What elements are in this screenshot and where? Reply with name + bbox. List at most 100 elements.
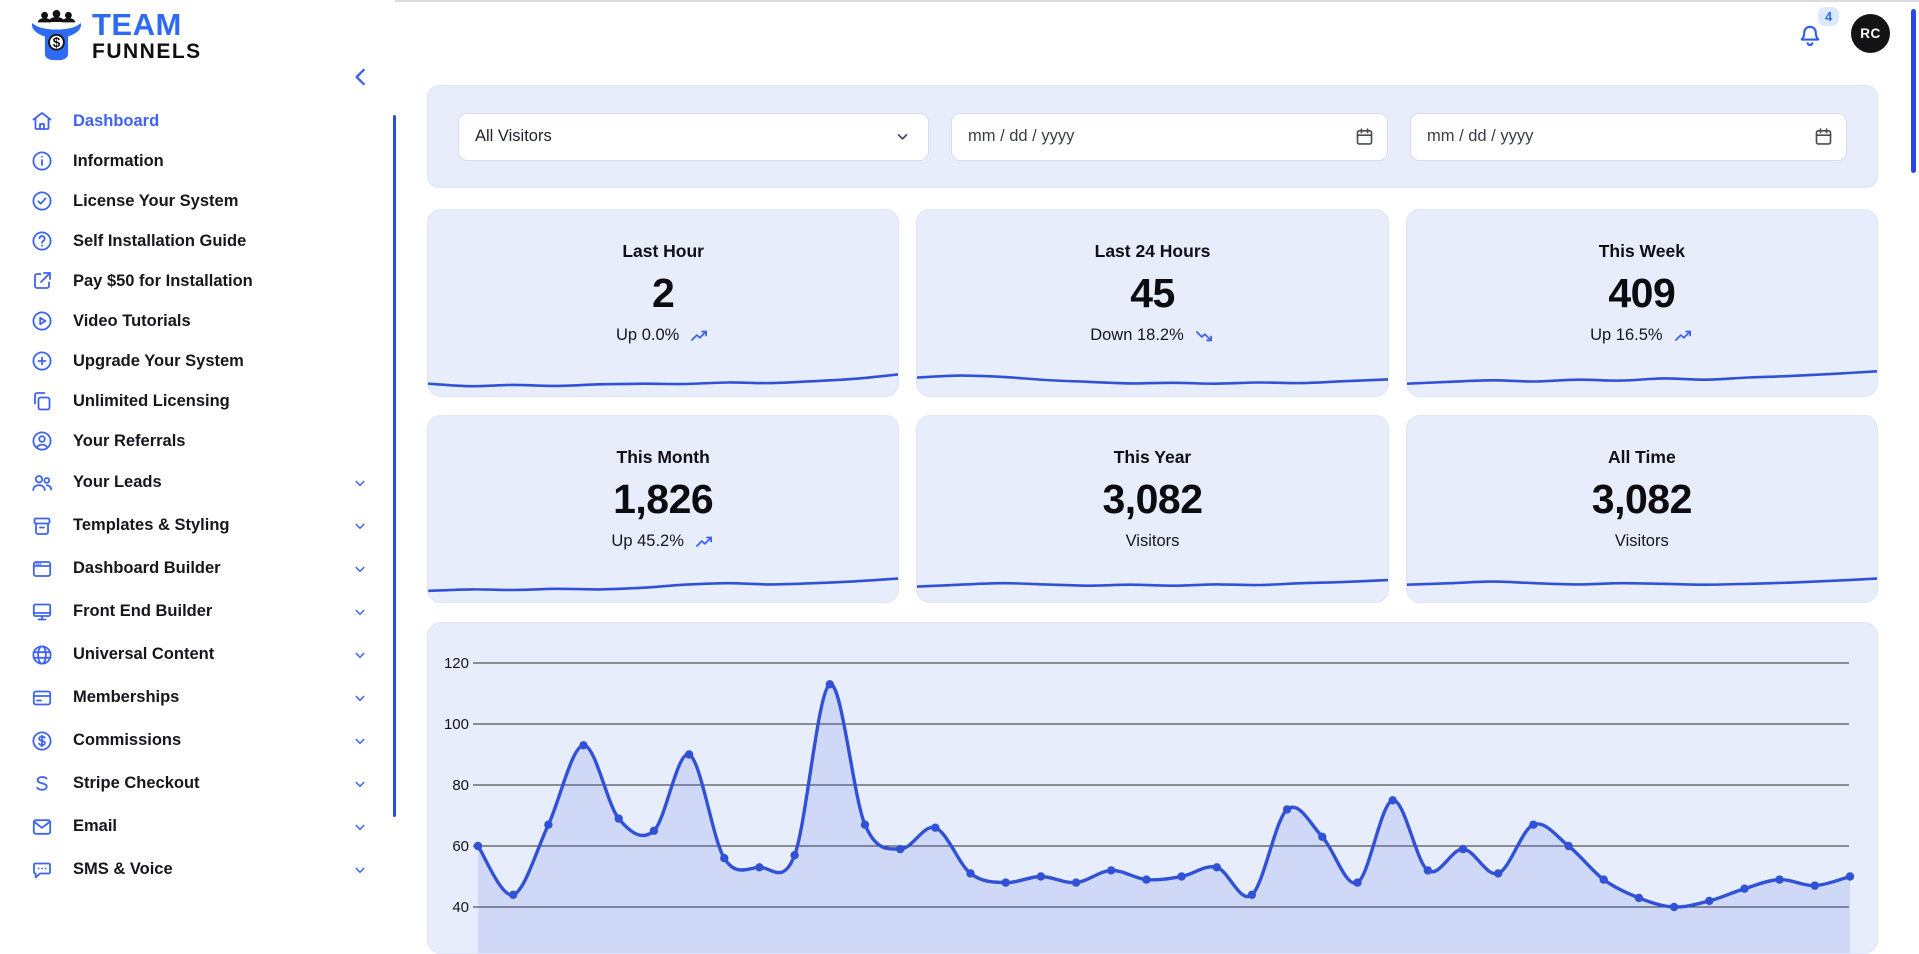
sidebar-item-label: Unlimited Licensing <box>73 391 230 410</box>
bell-icon <box>1800 25 1820 46</box>
sidebar-item-label: Universal Content <box>73 645 215 663</box>
stat-card-last-hour: Last Hour 2 Up 0.0% <box>427 209 900 397</box>
sidebar-item-email[interactable]: Email <box>30 805 395 848</box>
stats-grid: Last Hour 2 Up 0.0% Last 24 Hours 45 Down 18.… <box>427 209 1878 603</box>
sidebar-item-label: Dashboard Builder <box>73 559 221 577</box>
sparkline-chart <box>428 373 899 388</box>
sidebar-item-sms-voice[interactable]: SMS & Voice <box>30 848 395 891</box>
sidebar-item-memberships[interactable]: Memberships <box>30 676 395 719</box>
sidebar-item-pay-50-for-installation[interactable]: Pay $50 for Installation <box>30 261 395 301</box>
teamfunnels-logo[interactable]: $ TEAM FUNNELS <box>28 8 202 62</box>
svg-text:$: $ <box>53 35 61 50</box>
sidebar-item-label: Templates & Styling <box>73 516 230 534</box>
sidebar-item-label: Pay $50 for Installation <box>73 271 253 290</box>
stat-card-trend: Up 45.2% <box>611 532 714 551</box>
visitors-line-chart: 120 100 80 60 40 <box>444 655 1855 953</box>
sidebar-item-video-tutorials[interactable]: Video Tutorials <box>30 301 395 341</box>
sidebar-item-upgrade-your-system[interactable]: Upgrade Your System <box>30 341 395 381</box>
visitors-chart-card: 120 100 80 60 40 <box>427 622 1878 954</box>
chevron-down-icon <box>355 781 365 787</box>
sidebar-item-front-end-builder[interactable]: Front End Builder <box>30 590 395 633</box>
sidebar-item-self-installation-guide[interactable]: Self Installation Guide <box>30 221 395 261</box>
sidebar-item-label: Information <box>73 151 164 170</box>
chevron-down-icon <box>897 134 908 140</box>
sidebar-item-universal-content[interactable]: Universal Content <box>30 633 395 676</box>
main-content: All Visitors Last Hour 2 Up 0.0% Last 24 Ho… <box>427 85 1878 954</box>
home-icon <box>32 112 52 130</box>
external-link-icon <box>34 272 51 289</box>
y-axis-label: 40 <box>452 899 469 916</box>
sparkline-chart <box>1406 370 1877 385</box>
brand-funnels: FUNNELS <box>92 39 202 63</box>
chevron-down-icon <box>355 652 365 658</box>
stat-card-title: This Week <box>1598 241 1685 261</box>
sidebar-item-label: Your Referrals <box>73 431 186 450</box>
avatar[interactable]: RC <box>1851 14 1890 53</box>
sidebar-item-label: Video Tutorials <box>73 311 191 330</box>
sidebar-item-unlimited-licensing[interactable]: Unlimited Licensing <box>30 381 395 421</box>
stat-card-last-24-hours: Last 24 Hours 45 Down 18.2% <box>916 209 1389 397</box>
y-axis-label: 80 <box>452 777 469 794</box>
visitor-filter-select[interactable]: All Visitors <box>458 112 929 161</box>
sidebar-item-templates-styling[interactable]: Templates & Styling <box>30 504 395 547</box>
dollar-circle-icon <box>32 730 52 751</box>
funnel-logo-icon: $ <box>31 10 82 61</box>
sidebar: $ TEAM FUNNELS Dashboard Information Licen… <box>0 0 396 899</box>
sidebar-item-label: Front End Builder <box>73 602 213 620</box>
sidebar-item-your-referrals[interactable]: Your Referrals <box>30 421 395 461</box>
sidebar-item-license-your-system[interactable]: License Your System <box>30 181 395 221</box>
stat-card-trend: Up 16.5% <box>1590 326 1693 345</box>
sidebar-item-label: SMS & Voice <box>73 860 173 878</box>
sidebar-item-label: Email <box>73 817 118 835</box>
sidebar-item-label: Self Installation Guide <box>73 231 247 250</box>
users-icon <box>32 474 53 491</box>
page-scrollbar-thumb[interactable] <box>1911 9 1916 173</box>
stat-trend-label: Up 45.2% <box>611 532 684 550</box>
date-to-field <box>1410 112 1847 161</box>
stat-card-value: 2 <box>652 270 675 316</box>
stat-card-title: This Year <box>1113 447 1192 467</box>
brand-text: TEAM FUNNELS <box>92 9 202 62</box>
stat-card-all-time: All Time 3,082 Visitors <box>1405 415 1878 603</box>
date-from-field <box>951 112 1388 161</box>
chat-bubble-icon <box>33 862 51 878</box>
sidebar-divider <box>393 115 396 817</box>
stat-card-this-week: This Week 409 Up 16.5% <box>1405 209 1878 397</box>
sidebar-item-label: Commissions <box>73 731 182 749</box>
stat-trend-label: Visitors <box>1614 532 1669 550</box>
stat-trend-label: Up 16.5% <box>1590 326 1663 344</box>
stat-card-trend: Visitors <box>1126 532 1180 551</box>
stat-card-value: 3,082 <box>1591 476 1693 522</box>
sidebar-item-stripe-checkout[interactable]: Stripe Checkout <box>30 762 395 805</box>
stat-card-title: All Time <box>1607 447 1676 467</box>
sidebar-item-dashboard[interactable]: Dashboard <box>30 101 395 141</box>
sidebar-item-your-leads[interactable]: Your Leads <box>30 461 395 504</box>
date-to-input[interactable] <box>1410 112 1847 161</box>
stat-card-this-month: This Month 1,826 Up 45.2% <box>427 415 900 603</box>
stat-card-trend: Visitors <box>1615 532 1669 551</box>
sidebar-item-information[interactable]: Information <box>30 141 395 181</box>
collapse-sidebar-button[interactable] <box>348 64 376 92</box>
sparkline-chart <box>917 578 1388 588</box>
sidebar-item-label: Your Leads <box>73 473 162 491</box>
sidebar-item-commissions[interactable]: Commissions <box>30 719 395 762</box>
stat-trend-label: Visitors <box>1125 532 1180 550</box>
stat-card-value: 1,826 <box>613 476 714 522</box>
date-from-input[interactable] <box>951 112 1388 161</box>
stat-card-this-year: This Year 3,082 Visitors <box>916 415 1389 603</box>
stat-card-title: Last Hour <box>622 241 704 261</box>
sidebar-item-label: Memberships <box>73 688 180 706</box>
y-axis-label: 100 <box>444 716 469 733</box>
notification-badge: 4 <box>1818 7 1840 26</box>
trend-down-icon <box>1195 330 1212 341</box>
chevron-down-icon <box>355 480 365 486</box>
trend-up-icon <box>695 536 712 547</box>
chevron-down-icon <box>355 523 365 529</box>
window-icon <box>32 560 52 577</box>
chevron-down-icon <box>355 566 365 572</box>
chevron-left-icon <box>355 68 365 86</box>
play-circle-icon <box>32 311 52 331</box>
y-axis-label: 60 <box>452 838 469 855</box>
sidebar-item-dashboard-builder[interactable]: Dashboard Builder <box>30 547 395 590</box>
notification-bell-button[interactable] <box>1795 21 1825 51</box>
